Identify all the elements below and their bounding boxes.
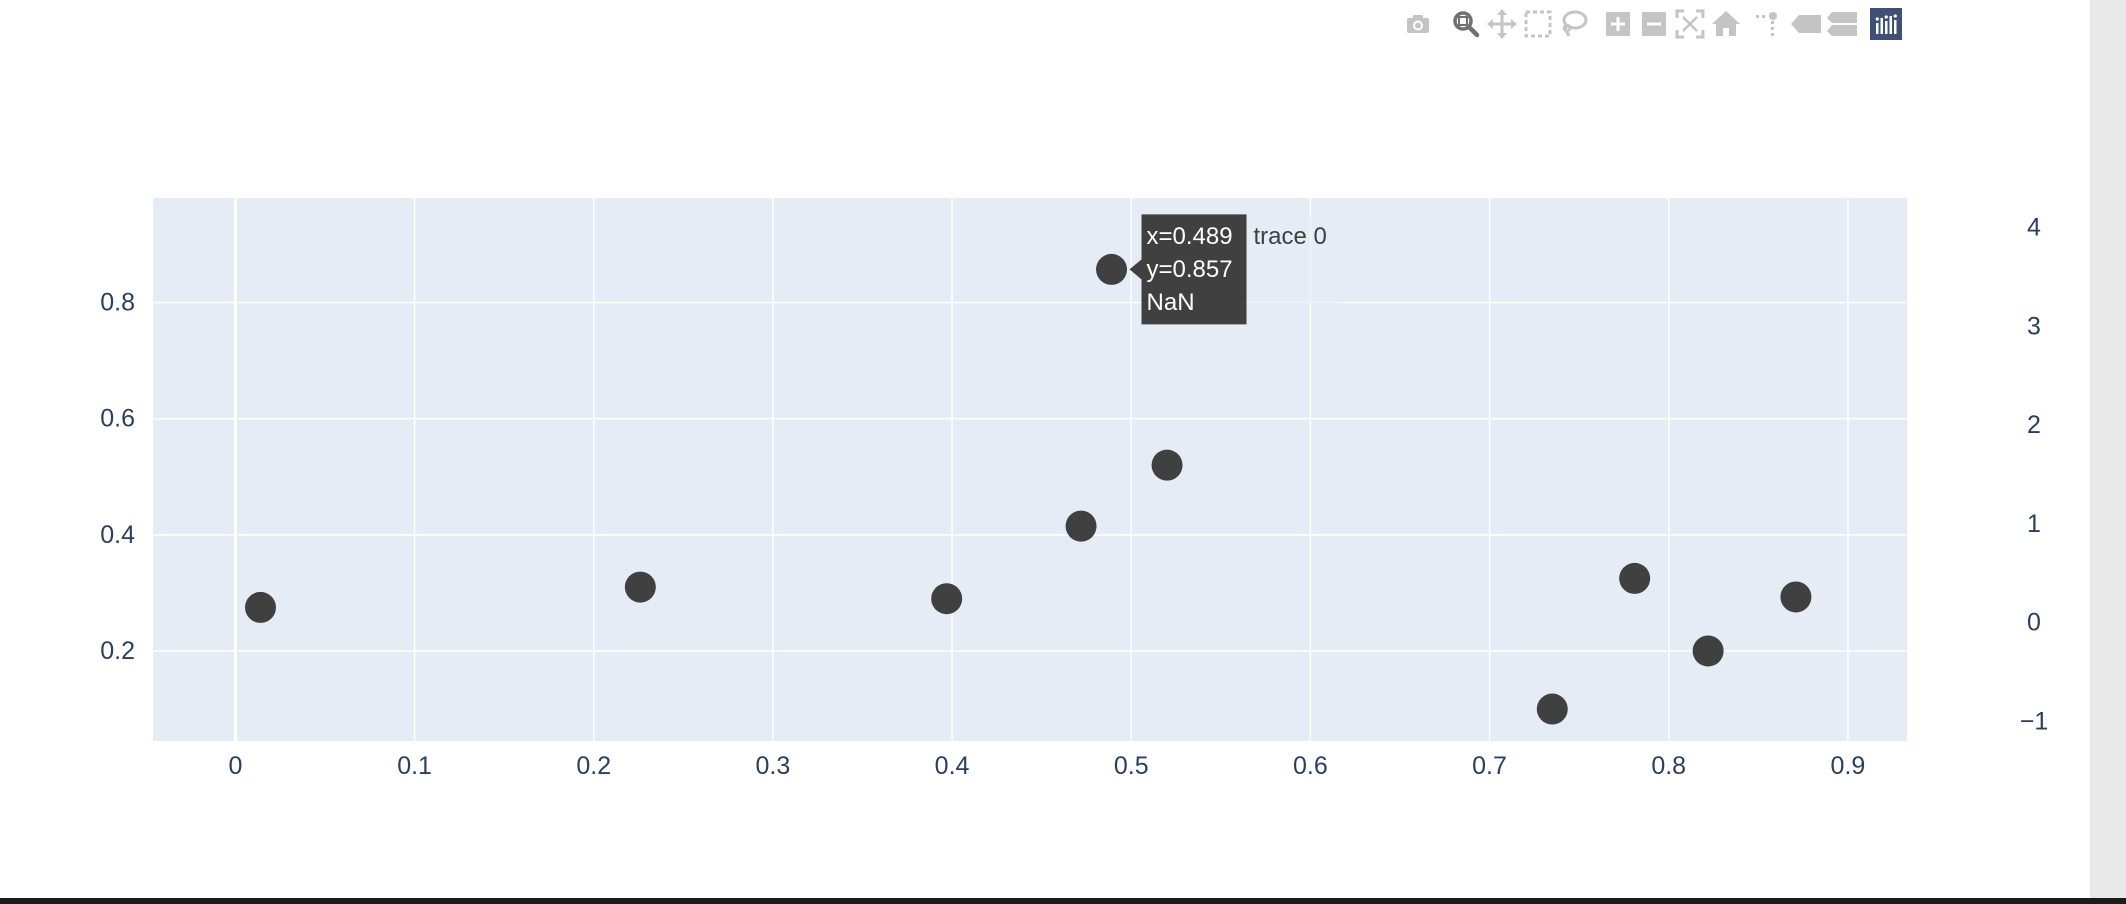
tooltip-compare-icon bbox=[1827, 12, 1857, 36]
zoom-icon bbox=[1453, 11, 1480, 38]
hover-name-box bbox=[1246, 214, 1343, 305]
download-plot-button[interactable] bbox=[1400, 6, 1436, 42]
y2-tick-label: 3 bbox=[2027, 312, 2041, 340]
y-tick-label: 0.4 bbox=[100, 521, 135, 549]
home-icon bbox=[1712, 11, 1740, 36]
data-point[interactable] bbox=[1536, 693, 1568, 725]
camera-icon bbox=[1407, 15, 1429, 33]
x-tick-label: 0.9 bbox=[1830, 752, 1865, 780]
zoom-in-button[interactable] bbox=[1600, 6, 1636, 42]
pan-icon bbox=[1487, 9, 1517, 39]
plotly-logo-icon bbox=[1870, 8, 1902, 40]
plotly-logo-button[interactable] bbox=[1868, 6, 1904, 42]
box-select-button[interactable] bbox=[1520, 6, 1556, 42]
data-point[interactable] bbox=[624, 571, 656, 603]
x-tick-label: 0.1 bbox=[397, 752, 432, 780]
zoom-in-icon bbox=[1606, 12, 1630, 36]
spikeline-icon bbox=[1756, 12, 1777, 36]
hover-closest-button[interactable] bbox=[1788, 6, 1824, 42]
window-bottom-edge bbox=[0, 898, 2126, 904]
y-tick-label: 0.8 bbox=[100, 289, 135, 317]
spike-lines-button[interactable] bbox=[1750, 6, 1786, 42]
y2-tick-label: −1 bbox=[2020, 707, 2049, 735]
x-tick-label: 0.3 bbox=[756, 752, 791, 780]
y2-tick-label: 2 bbox=[2027, 411, 2041, 439]
zoom-out-icon bbox=[1642, 12, 1666, 36]
data-point[interactable] bbox=[1780, 581, 1812, 613]
hover-text-line: x=0.489 bbox=[1147, 223, 1233, 250]
autoscale-icon bbox=[1675, 9, 1705, 39]
x-tick-label: 0.6 bbox=[1293, 752, 1328, 780]
scatter-chart[interactable]: 0 0.1 0.2 0.3 0.4 0.5 0.6 0.7 0.8 0.9 0.2 0.4 0.6 0.8… bbox=[0, 0, 2090, 898]
x-tick-label: 0.2 bbox=[576, 752, 611, 780]
hover-text-line: NaN bbox=[1147, 289, 1195, 316]
box-select-icon bbox=[1524, 10, 1552, 38]
x-tick-label: 0.4 bbox=[935, 752, 970, 780]
plot-area[interactable] bbox=[153, 198, 1907, 741]
y2-tick-label: 1 bbox=[2027, 510, 2041, 538]
data-point[interactable] bbox=[931, 583, 963, 615]
pan-button[interactable] bbox=[1484, 6, 1520, 42]
data-point[interactable] bbox=[1151, 449, 1183, 481]
hover-label: x=0.489 y=0.857 NaN trace 0 bbox=[1129, 214, 1343, 325]
data-point[interactable] bbox=[1692, 635, 1724, 667]
tooltip-basic-icon bbox=[1791, 15, 1821, 33]
y-tick-label: 0.6 bbox=[100, 405, 135, 433]
y2-tick-label: 4 bbox=[2027, 214, 2041, 242]
data-point[interactable] bbox=[1619, 562, 1651, 594]
zoom-out-button[interactable] bbox=[1636, 6, 1672, 42]
hover-trace-name: trace 0 bbox=[1254, 223, 1327, 250]
window-edge bbox=[2090, 0, 2126, 904]
y-tick-label: 0.2 bbox=[100, 637, 135, 665]
data-point[interactable] bbox=[1096, 253, 1128, 285]
zoom-button[interactable] bbox=[1448, 6, 1484, 42]
hover-compare-button[interactable] bbox=[1824, 6, 1860, 42]
gridlines bbox=[153, 198, 1907, 741]
lasso-icon bbox=[1562, 10, 1588, 37]
scatter-series bbox=[244, 253, 1812, 725]
lasso-select-button[interactable] bbox=[1556, 6, 1592, 42]
hover-text-line: y=0.857 bbox=[1147, 256, 1233, 283]
hover-box bbox=[1129, 214, 1247, 325]
x-tick-label: 0.7 bbox=[1472, 752, 1507, 780]
data-point[interactable] bbox=[244, 591, 276, 623]
y2-tick-label: 0 bbox=[2027, 609, 2041, 637]
data-point[interactable] bbox=[1065, 510, 1097, 542]
x-tick-label: 0.8 bbox=[1651, 752, 1686, 780]
reset-axes-button[interactable] bbox=[1708, 6, 1744, 42]
x-tick-label: 0.5 bbox=[1114, 752, 1149, 780]
x-tick-label: 0 bbox=[228, 752, 242, 780]
autoscale-button[interactable] bbox=[1672, 6, 1708, 42]
